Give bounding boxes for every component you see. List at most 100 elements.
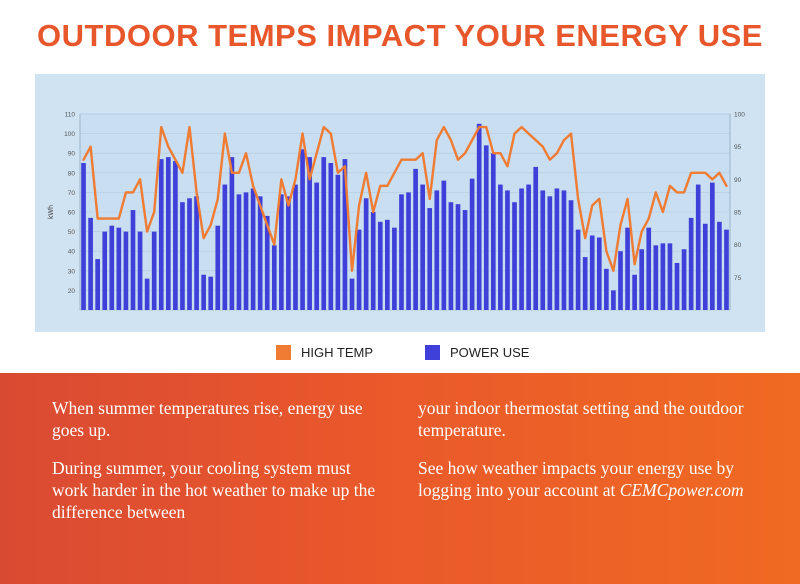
power-use-bar <box>264 215 270 310</box>
paragraph-summer-intro: When summer temperatures rise, energy us… <box>52 398 363 440</box>
power-use-bar <box>568 200 574 310</box>
power-use-bar <box>370 212 376 310</box>
y-axis-title: kWh <box>48 205 55 219</box>
text-column-right: your indoor thermostat setting and the o… <box>418 397 748 517</box>
y-tick-label: 70 <box>68 190 76 197</box>
power-use-bar <box>695 184 701 310</box>
chart-legend: HIGH TEMP POWER USE <box>0 345 800 365</box>
power-use-bar <box>116 227 122 310</box>
power-use-bar <box>639 249 645 310</box>
power-use-bar <box>434 190 440 310</box>
power-use-bar <box>88 217 93 310</box>
power-use-bar <box>222 184 228 310</box>
power-use-bar <box>300 149 305 310</box>
y2-tick-label: 75 <box>734 275 742 282</box>
power-use-bar <box>130 210 136 310</box>
y2-tick-label: 90 <box>734 177 742 184</box>
power-use-bar <box>667 243 673 310</box>
power-use-bar <box>448 202 454 310</box>
power-use-bar <box>399 194 404 310</box>
power-use-bar <box>724 229 729 310</box>
power-use-bar <box>165 157 171 310</box>
paragraph-account-link: See how weather impacts your energy use … <box>418 457 748 501</box>
text-column-left: When summer temperatures rise, energy us… <box>52 397 382 539</box>
legend-label-power-use: POWER USE <box>450 345 530 360</box>
power-use-bar <box>441 180 447 310</box>
energy-temperature-chart: 20 30 40 50 60 70 80 90 100 110 75 80 85 90 95 100 kWh <box>48 112 745 311</box>
power-use-bar <box>377 221 383 310</box>
power-use-bar <box>293 184 298 310</box>
power-use-bar <box>137 231 143 310</box>
power-use-bar <box>554 188 560 310</box>
power-use-bar <box>286 196 291 310</box>
power-use-bar <box>356 229 362 310</box>
power-use-bar <box>702 223 708 310</box>
power-use-bar <box>279 194 284 310</box>
info-band: When summer temperatures rise, energy us… <box>0 373 800 584</box>
power-use-bar <box>257 196 263 310</box>
chart-panel: 20 30 40 50 60 70 80 90 100 110 75 80 85 90 95 100 kWh <box>35 74 765 332</box>
power-use-bar <box>123 231 129 310</box>
y-tick-label: 50 <box>68 229 76 236</box>
y-tick-label: 30 <box>68 268 76 275</box>
power-use-bar <box>533 166 539 310</box>
cemc-website-link[interactable]: CEMCpower.com <box>619 480 744 500</box>
power-use-bar <box>95 259 100 310</box>
y-tick-label: 40 <box>68 249 76 256</box>
y-tick-label: 90 <box>68 151 76 158</box>
power-use-bar <box>81 163 86 310</box>
power-use-bar <box>215 225 221 310</box>
power-use-bar <box>187 198 192 310</box>
y-tick-label: 80 <box>68 170 76 177</box>
page-title: OUTDOOR TEMPS IMPACT YOUR ENERGY USE <box>37 18 763 53</box>
power-use-bar <box>540 190 546 310</box>
power-use-bar <box>194 196 199 310</box>
power-use-bar <box>589 235 595 310</box>
y2-tick-label: 80 <box>734 242 742 249</box>
power-use-bar <box>455 204 461 310</box>
power-use-bar <box>632 274 637 310</box>
power-use-bar <box>102 231 108 310</box>
high-temp-line <box>82 125 728 273</box>
power-use-bar <box>490 153 496 310</box>
y-tick-label: 110 <box>65 112 76 119</box>
power-use-bar <box>406 192 411 310</box>
power-use-bar <box>236 194 242 310</box>
power-use-bar <box>109 225 115 310</box>
power-use-bar <box>335 174 341 310</box>
power-use-bar <box>229 157 235 310</box>
power-use-bar <box>180 202 185 310</box>
y-tick-label: 100 <box>64 131 75 138</box>
power-use-bar <box>526 184 531 310</box>
power-use-bar <box>307 157 312 310</box>
power-use-bar <box>561 190 567 310</box>
power-use-bar <box>498 184 503 310</box>
power-use-bar <box>519 188 524 310</box>
power-use-bar <box>158 159 164 310</box>
power-use-bar <box>144 278 150 310</box>
power-use-bar <box>469 178 475 310</box>
power-use-bar <box>427 208 433 310</box>
power-use-bar <box>710 182 715 310</box>
paragraph-cooling-system: During summer, your cooling system must … <box>52 458 376 522</box>
power-use-bar <box>243 192 249 310</box>
y2-tick-label: 95 <box>734 144 742 151</box>
power-use-bar <box>250 188 256 310</box>
power-use-bar <box>208 276 214 310</box>
power-use-bar <box>420 184 425 310</box>
power-use-bar <box>476 123 482 310</box>
power-use-bar <box>363 198 369 310</box>
power-use-bar <box>688 217 694 310</box>
y2-tick-label: 85 <box>734 210 742 217</box>
power-use-bar <box>674 262 680 310</box>
paragraph-thermostat: your indoor thermostat setting and the o… <box>418 398 744 440</box>
power-use-bar <box>596 237 602 310</box>
legend-swatch-high-temp <box>276 345 291 360</box>
power-use-bar <box>582 257 588 310</box>
power-use-bar <box>201 274 206 310</box>
power-use-bar <box>328 163 334 310</box>
y-tick-label: 60 <box>68 210 76 217</box>
power-use-bar <box>604 268 609 310</box>
power-use-bar <box>314 182 320 310</box>
power-use-bar <box>271 245 277 310</box>
